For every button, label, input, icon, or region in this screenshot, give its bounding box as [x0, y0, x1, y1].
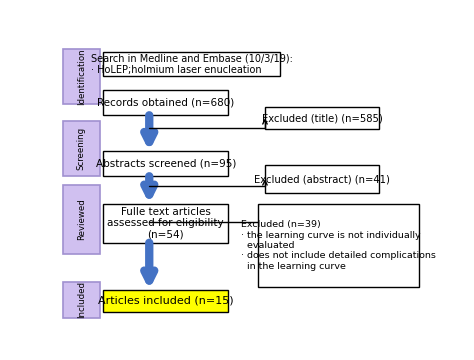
Text: Articles included (n=15): Articles included (n=15) — [98, 296, 234, 306]
Bar — [258, 204, 419, 287]
Text: Reviewed: Reviewed — [77, 198, 86, 240]
Text: Included: Included — [77, 281, 86, 318]
Bar — [265, 107, 379, 129]
Text: Fulle text articles
assessed for eligibility
(n=54): Fulle text articles assessed for eligibi… — [108, 207, 224, 240]
Text: Records obtained (n=680): Records obtained (n=680) — [97, 98, 235, 108]
Text: Search in Medline and Embase (10/3/19):
· HoLEP;holmium laser enucleation: Search in Medline and Embase (10/3/19): … — [91, 53, 292, 75]
Bar — [63, 121, 100, 176]
Bar — [103, 51, 280, 76]
Bar — [63, 185, 100, 254]
Text: Excluded (n=39)
· the learning curve is not individually
  evaluated
· does not : Excluded (n=39) · the learning curve is … — [241, 220, 436, 271]
Bar — [63, 49, 100, 104]
Text: Identification: Identification — [77, 48, 86, 105]
Text: Abstracts screened (n=95): Abstracts screened (n=95) — [96, 159, 236, 169]
Bar — [103, 90, 228, 115]
Text: Excluded (abstract) (n=41): Excluded (abstract) (n=41) — [254, 174, 390, 184]
Bar — [63, 282, 100, 318]
Bar — [265, 165, 379, 193]
Bar — [103, 290, 228, 312]
Text: Excluded (title) (n=585): Excluded (title) (n=585) — [262, 113, 382, 123]
Bar — [103, 204, 228, 243]
Bar — [103, 151, 228, 176]
Text: Screening: Screening — [77, 127, 86, 170]
